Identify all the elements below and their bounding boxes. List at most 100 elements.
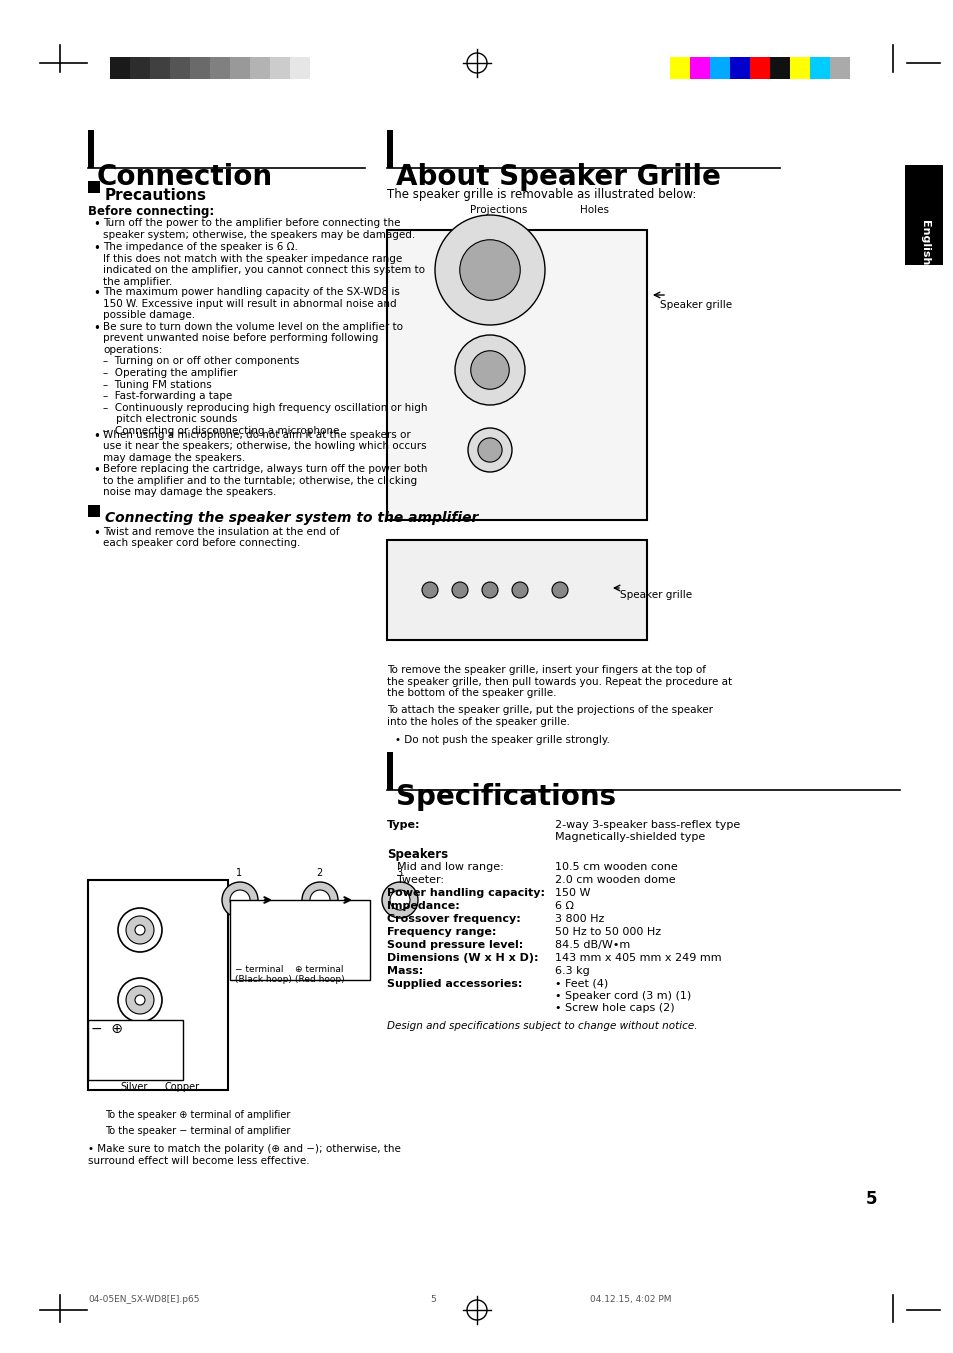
Text: • Screw hole caps (2): • Screw hole caps (2) [555,1003,674,1013]
Text: Design and specifications subject to change without notice.: Design and specifications subject to cha… [387,1022,697,1031]
Bar [689,57,709,78]
Bar [709,57,729,78]
Text: 84.5 dB/W•m: 84.5 dB/W•m [555,940,630,950]
Circle shape [135,925,145,935]
Bar [290,57,310,78]
Text: 143 mm x 405 mm x 249 mm: 143 mm x 405 mm x 249 mm [555,953,720,963]
Text: Copper: Copper [165,1082,200,1092]
Text: 2-way 3-speaker bass-reflex type
Magnetically-shielded type: 2-way 3-speaker bass-reflex type Magneti… [555,820,740,842]
Bar [789,57,809,78]
Circle shape [512,582,527,598]
Text: Crossover frequency:: Crossover frequency: [387,915,520,924]
Bar [88,181,100,193]
Text: Turn off the power to the amplifier before connecting the
speaker system; otherw: Turn off the power to the amplifier befo… [103,218,415,239]
Bar [387,130,393,168]
Text: Supplied accessories:: Supplied accessories: [387,980,522,989]
Circle shape [435,215,544,325]
Text: To the speaker − terminal of amplifier: To the speaker − terminal of amplifier [105,1126,290,1137]
Text: When using a microphone, do not aim it at the speakers or
use it near the speake: When using a microphone, do not aim it a… [103,429,426,463]
Text: •: • [92,526,100,540]
Bar [210,57,230,78]
Circle shape [135,994,145,1005]
Text: •: • [92,287,100,300]
Bar [669,57,689,78]
Text: 3: 3 [395,869,402,878]
Text: •: • [92,464,100,478]
Text: To remove the speaker grille, insert your fingers at the top of
the speaker gril: To remove the speaker grille, insert you… [387,666,731,698]
Bar [904,165,942,265]
Text: Impedance:: Impedance: [387,901,459,911]
Text: Speaker grille: Speaker grille [659,300,731,310]
Bar [88,130,94,168]
Text: • Make sure to match the polarity (⊕ and −); otherwise, the
surround effect will: • Make sure to match the polarity (⊕ and… [88,1145,400,1165]
Text: Tweeter:: Tweeter: [396,875,443,885]
Circle shape [126,1031,153,1059]
Text: Silver: Silver [120,1082,147,1092]
Text: Sound pressure level:: Sound pressure level: [387,940,522,950]
Text: To attach the speaker grille, put the projections of the speaker
into the holes : To attach the speaker grille, put the pr… [387,705,712,727]
Text: Holes: Holes [579,206,608,215]
Circle shape [421,582,437,598]
Text: 6.3 kg: 6.3 kg [555,966,589,976]
Text: About Speaker Grille: About Speaker Grille [395,162,720,191]
Circle shape [126,986,153,1013]
Text: 1: 1 [235,869,242,878]
Bar [749,57,769,78]
Text: 5: 5 [865,1191,877,1208]
Circle shape [552,582,567,598]
Text: Speaker grille: Speaker grille [619,590,691,599]
Circle shape [452,582,468,598]
Text: Before connecting:: Before connecting: [88,206,214,218]
Text: Be sure to turn down the volume level on the amplifier to
prevent unwanted noise: Be sure to turn down the volume level on… [103,322,427,436]
Text: Connection: Connection [97,162,273,191]
Text: Mass:: Mass: [387,966,423,976]
Circle shape [481,582,497,598]
Text: English: English [919,221,929,265]
Bar [387,230,646,520]
Text: Specifications: Specifications [395,783,616,810]
Text: •: • [92,322,100,334]
Bar [88,505,100,517]
Circle shape [118,908,162,953]
Text: •: • [92,429,100,442]
Circle shape [118,978,162,1022]
Circle shape [302,882,337,917]
Bar [270,57,290,78]
Bar [130,57,150,78]
Text: 6 Ω: 6 Ω [555,901,574,911]
Text: 3 800 Hz: 3 800 Hz [555,915,604,924]
Text: • Do not push the speaker grille strongly.: • Do not push the speaker grille strongl… [395,735,609,746]
Text: Type:: Type: [387,820,420,829]
Bar [729,57,749,78]
Circle shape [381,882,417,917]
Text: 04.12.15, 4:02 PM: 04.12.15, 4:02 PM [589,1295,671,1304]
Text: •: • [92,218,100,231]
Bar [110,57,130,78]
Circle shape [455,336,524,405]
Text: − terminal
(Black hoop): − terminal (Black hoop) [234,965,292,985]
Text: The speaker grille is removable as illustrated below:: The speaker grille is removable as illus… [387,188,696,202]
Bar [310,57,330,78]
Circle shape [126,916,153,944]
Bar [769,57,789,78]
Circle shape [310,890,330,911]
Text: Before replacing the cartridge, always turn off the power both
to the amplifier : Before replacing the cartridge, always t… [103,464,427,497]
Circle shape [477,438,501,463]
Text: •: • [92,242,100,254]
Circle shape [230,890,250,911]
Text: To the speaker ⊕ terminal of amplifier: To the speaker ⊕ terminal of amplifier [105,1109,290,1120]
Text: 2.0 cm wooden dome: 2.0 cm wooden dome [555,875,675,885]
Text: Power handling capacity:: Power handling capacity: [387,888,544,898]
Text: −  ⊕: − ⊕ [91,1022,123,1036]
Text: 5: 5 [430,1295,436,1304]
Text: Connecting the speaker system to the amplifier: Connecting the speaker system to the amp… [105,510,477,525]
Text: Precautions: Precautions [105,188,207,203]
Text: The maximum power handling capacity of the SX-WD8 is
150 W. Excessive input will: The maximum power handling capacity of t… [103,287,399,321]
Circle shape [459,239,519,300]
Circle shape [135,1040,145,1050]
Text: • Speaker cord (3 m) (1): • Speaker cord (3 m) (1) [555,990,691,1001]
Bar [829,57,849,78]
Text: Twist and remove the insulation at the end of
each speaker cord before connectin: Twist and remove the insulation at the e… [103,526,339,548]
Text: Projections: Projections [470,206,527,215]
Bar [88,879,228,1091]
